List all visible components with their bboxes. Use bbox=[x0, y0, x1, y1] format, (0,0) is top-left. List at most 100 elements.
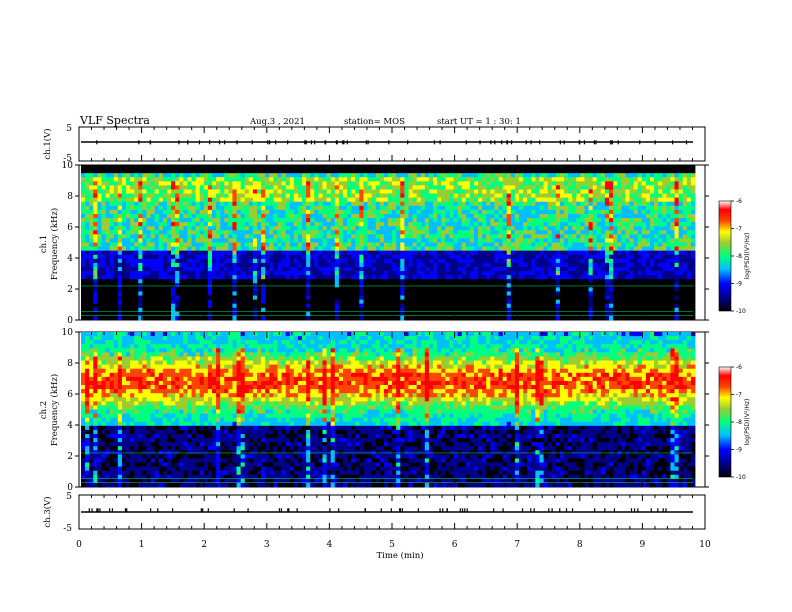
spectrogram-cell bbox=[216, 283, 221, 288]
spectrogram-cell bbox=[383, 266, 389, 272]
spectrogram-cell bbox=[375, 315, 381, 321]
spectrogram-cell bbox=[93, 205, 98, 211]
spectrogram-cell bbox=[547, 242, 553, 247]
spectrogram-cell bbox=[482, 169, 487, 174]
spectrogram-cell bbox=[179, 295, 184, 301]
spectrogram-cell bbox=[138, 275, 143, 280]
spectrogram-cell bbox=[437, 177, 442, 182]
spectrogram-cell bbox=[547, 307, 553, 313]
spectrogram-cell bbox=[388, 189, 393, 194]
spectrogram-cell bbox=[355, 226, 360, 231]
spectrogram-cell bbox=[580, 234, 585, 239]
spectrogram-cell bbox=[478, 303, 483, 309]
spectrogram-cell bbox=[465, 279, 471, 284]
spectrogram-cell bbox=[211, 205, 217, 211]
spectrogram-cell bbox=[187, 311, 192, 317]
spectrogram-cell bbox=[121, 271, 127, 276]
spectrogram-cell bbox=[244, 185, 250, 190]
spectrogram-cell bbox=[191, 177, 197, 182]
spectrogram-cell bbox=[183, 283, 188, 288]
spectrogram-cell bbox=[490, 266, 495, 272]
spectrogram-cell bbox=[473, 222, 479, 227]
spectrogram-cell bbox=[248, 283, 254, 288]
spectrogram-cell bbox=[379, 197, 385, 203]
spectrogram-cell bbox=[203, 189, 209, 194]
spectrogram-cell bbox=[375, 242, 381, 247]
spectrogram-cell bbox=[351, 246, 356, 252]
spectrogram-cell bbox=[461, 165, 467, 170]
spectrogram-cell bbox=[473, 291, 479, 296]
spectrogram-cell bbox=[379, 213, 385, 219]
spectrogram-cell bbox=[293, 291, 299, 296]
spectrogram-cell bbox=[334, 258, 340, 264]
spectrogram-cell bbox=[302, 246, 307, 252]
spectrogram-cell bbox=[289, 254, 295, 260]
spectrogram-cell bbox=[85, 238, 90, 243]
spectrogram-cell bbox=[273, 218, 278, 223]
spectrogram-cell bbox=[277, 197, 282, 203]
spectrogram-cell bbox=[146, 234, 151, 239]
spectrogram-cell bbox=[150, 173, 156, 178]
spectrogram-cell bbox=[428, 189, 434, 194]
spectrogram-cell bbox=[187, 185, 192, 190]
spectrogram-cell bbox=[171, 279, 176, 284]
spectrogram-cell bbox=[134, 291, 139, 296]
spectrogram-cell bbox=[383, 262, 389, 268]
spectrogram-cell bbox=[568, 287, 573, 292]
spectrogram-cell bbox=[457, 279, 463, 284]
spectrogram-cell bbox=[179, 193, 184, 199]
spectrogram-cell bbox=[514, 238, 520, 243]
spectrogram-cell bbox=[293, 177, 299, 182]
spectrogram-cell bbox=[449, 193, 454, 199]
spectrogram-cell bbox=[166, 209, 172, 215]
spectrogram-cell bbox=[248, 209, 254, 215]
spectrogram-cell bbox=[592, 218, 598, 223]
spectrogram-cell bbox=[551, 193, 557, 199]
spectrogram-cell bbox=[420, 254, 426, 260]
spectrogram-cell bbox=[228, 177, 233, 182]
spectrogram-cell bbox=[547, 165, 553, 170]
spectrogram-cell bbox=[281, 165, 287, 170]
spectrogram-cell bbox=[334, 262, 340, 268]
spectrogram-cell bbox=[199, 169, 205, 174]
spectrogram-cell bbox=[105, 266, 111, 272]
spectrogram-cell bbox=[469, 303, 475, 309]
spectrogram-cell bbox=[572, 299, 577, 305]
spectrogram-cell bbox=[101, 250, 106, 256]
spectrogram-cell bbox=[461, 271, 467, 276]
spectrogram-cell bbox=[236, 205, 242, 211]
spectrogram-cell bbox=[146, 238, 151, 243]
spectrogram-cell bbox=[404, 177, 409, 182]
spectrogram-cell bbox=[383, 205, 389, 211]
spectrogram-cell bbox=[113, 213, 119, 219]
spectrogram-cell bbox=[379, 181, 385, 186]
spectrogram-cell bbox=[359, 222, 364, 227]
spectrogram-cell bbox=[326, 213, 332, 219]
spectrogram-cell bbox=[191, 291, 197, 296]
spectrogram-cell bbox=[162, 266, 168, 272]
spectrogram-cell bbox=[535, 173, 540, 178]
spectrogram-cell bbox=[216, 242, 221, 247]
spectrogram-cell bbox=[154, 193, 160, 199]
spectrogram-cell bbox=[355, 177, 360, 182]
spectrogram-cell bbox=[576, 303, 581, 309]
spectrogram-cell bbox=[588, 218, 594, 223]
spectrogram-cell bbox=[183, 165, 188, 170]
spectrogram-cell bbox=[244, 189, 250, 194]
spectrogram-cell bbox=[257, 299, 262, 305]
spectrogram-cell bbox=[576, 287, 581, 292]
spectrogram-cell bbox=[81, 303, 86, 309]
spectrogram-cell bbox=[441, 315, 446, 321]
spectrogram-cell bbox=[126, 266, 131, 272]
spectrogram-cell bbox=[93, 279, 98, 284]
spectrogram-cell bbox=[277, 258, 282, 264]
spectrogram-cell bbox=[486, 230, 491, 235]
spectrogram-cell bbox=[355, 315, 360, 321]
spectrogram-cell bbox=[97, 181, 102, 186]
spectrogram-cell bbox=[146, 258, 151, 264]
spectrogram-cell bbox=[236, 238, 242, 243]
spectrogram-cell bbox=[572, 218, 577, 223]
spectrogram-cell bbox=[81, 275, 86, 280]
spectrogram-cell bbox=[588, 181, 594, 186]
spectrogram-cell bbox=[486, 283, 491, 288]
